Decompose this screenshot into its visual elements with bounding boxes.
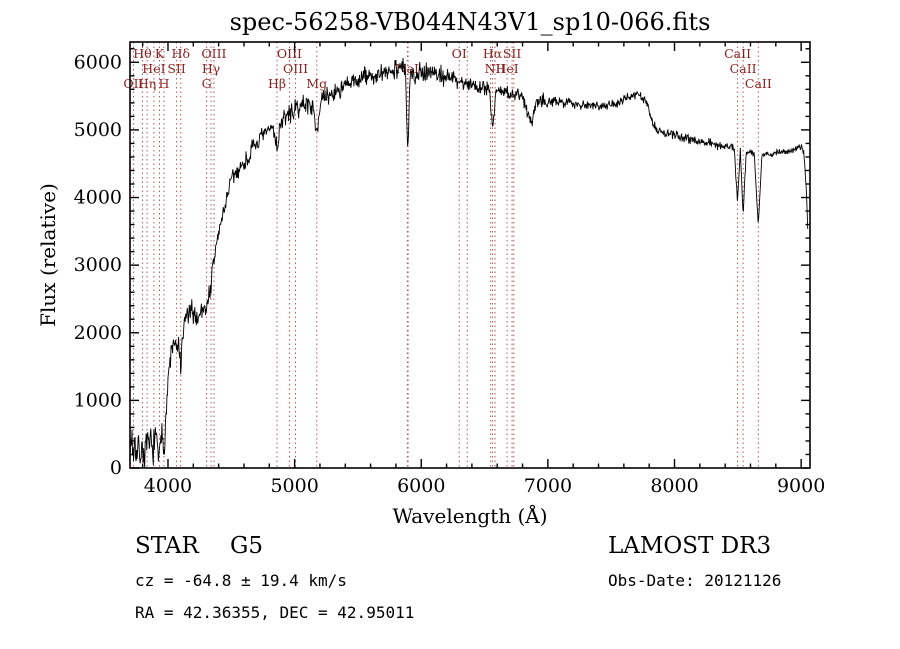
spectrum-trace-layer xyxy=(129,57,809,468)
ra-dec-value: RA = 42.36355, DEC = 42.95011 xyxy=(135,603,414,622)
spectral-line-label: OIII xyxy=(283,61,308,76)
spectral-line-label: NaI xyxy=(396,61,419,76)
spectral-line-label: CaII xyxy=(730,61,757,76)
spectral-line-label: Hγ xyxy=(202,61,220,76)
spectral-line-label: Hβ xyxy=(268,76,286,91)
spectral-line-label: HeI xyxy=(495,61,518,76)
obs-date-value: Obs-Date: 20121126 xyxy=(608,571,781,590)
y-tick-label: 3000 xyxy=(74,254,122,276)
axis-tick-labels: 4000 5000 6000 7000 8000 9000 0 1000 2000 3000 400… xyxy=(74,51,826,497)
spectral-line-label: OII xyxy=(123,76,143,91)
spectral-line-label: NII xyxy=(485,61,506,76)
cz-value: cz = -64.8 ± 19.4 km/s xyxy=(135,571,347,590)
spectral-line-label: G xyxy=(202,76,212,91)
spectral-line-label: SII xyxy=(503,46,522,61)
y-axis-label: Flux (relative) xyxy=(36,183,60,327)
object-class-label: STAR xyxy=(135,533,199,559)
x-tick-label: 7000 xyxy=(524,475,572,497)
x-tick-label: 6000 xyxy=(397,475,445,497)
plot-frame xyxy=(129,41,811,469)
spectral-line-label: OIII xyxy=(201,46,226,61)
spectral-line-label: Hθ xyxy=(133,46,151,61)
axis-ticks xyxy=(130,42,810,469)
spectral-line-label: Mg xyxy=(306,76,327,91)
spectral-line-markers xyxy=(132,42,759,468)
spectral-line-label: Hη xyxy=(138,76,156,91)
x-tick-label: 5000 xyxy=(270,475,318,497)
x-tick-label: 9000 xyxy=(777,475,825,497)
spectral-line-label: Hδ xyxy=(172,46,190,61)
chart-title: spec-56258-VB044N43V1_sp10-066.fits xyxy=(230,8,711,36)
spectral-line-label: CaII xyxy=(724,46,751,61)
y-tick-label: 6000 xyxy=(74,51,122,73)
survey-label: LAMOST DR3 xyxy=(608,533,771,559)
y-tick-label: 1000 xyxy=(74,389,122,411)
spectrum-trace xyxy=(129,57,809,468)
spectral-line-label: SII xyxy=(167,61,186,76)
spectral-line-label: OIII xyxy=(277,46,302,61)
y-tick-label: 0 xyxy=(110,457,122,479)
x-axis-label: Wavelength (Å) xyxy=(392,503,547,528)
x-tick-label: 4000 xyxy=(144,475,192,497)
x-tick-label: 8000 xyxy=(650,475,698,497)
y-tick-label: 5000 xyxy=(74,119,122,141)
spectral-line-labels: OIIHθHηHeIKHSIIHδGHγOIIIHβOIIIOIIIMgNaIO… xyxy=(123,46,771,91)
spectral-line-label: H xyxy=(158,76,169,91)
y-tick-label: 2000 xyxy=(74,322,122,344)
object-subclass-label: G5 xyxy=(230,533,263,559)
spectral-line-label: HeI xyxy=(142,61,165,76)
spectral-line-label: CaII xyxy=(745,76,772,91)
spectral-line-label: OI xyxy=(452,46,467,61)
spectral-line-label: K xyxy=(155,46,165,61)
spectral-line-label: Hα xyxy=(483,46,503,61)
y-tick-label: 4000 xyxy=(74,187,122,209)
